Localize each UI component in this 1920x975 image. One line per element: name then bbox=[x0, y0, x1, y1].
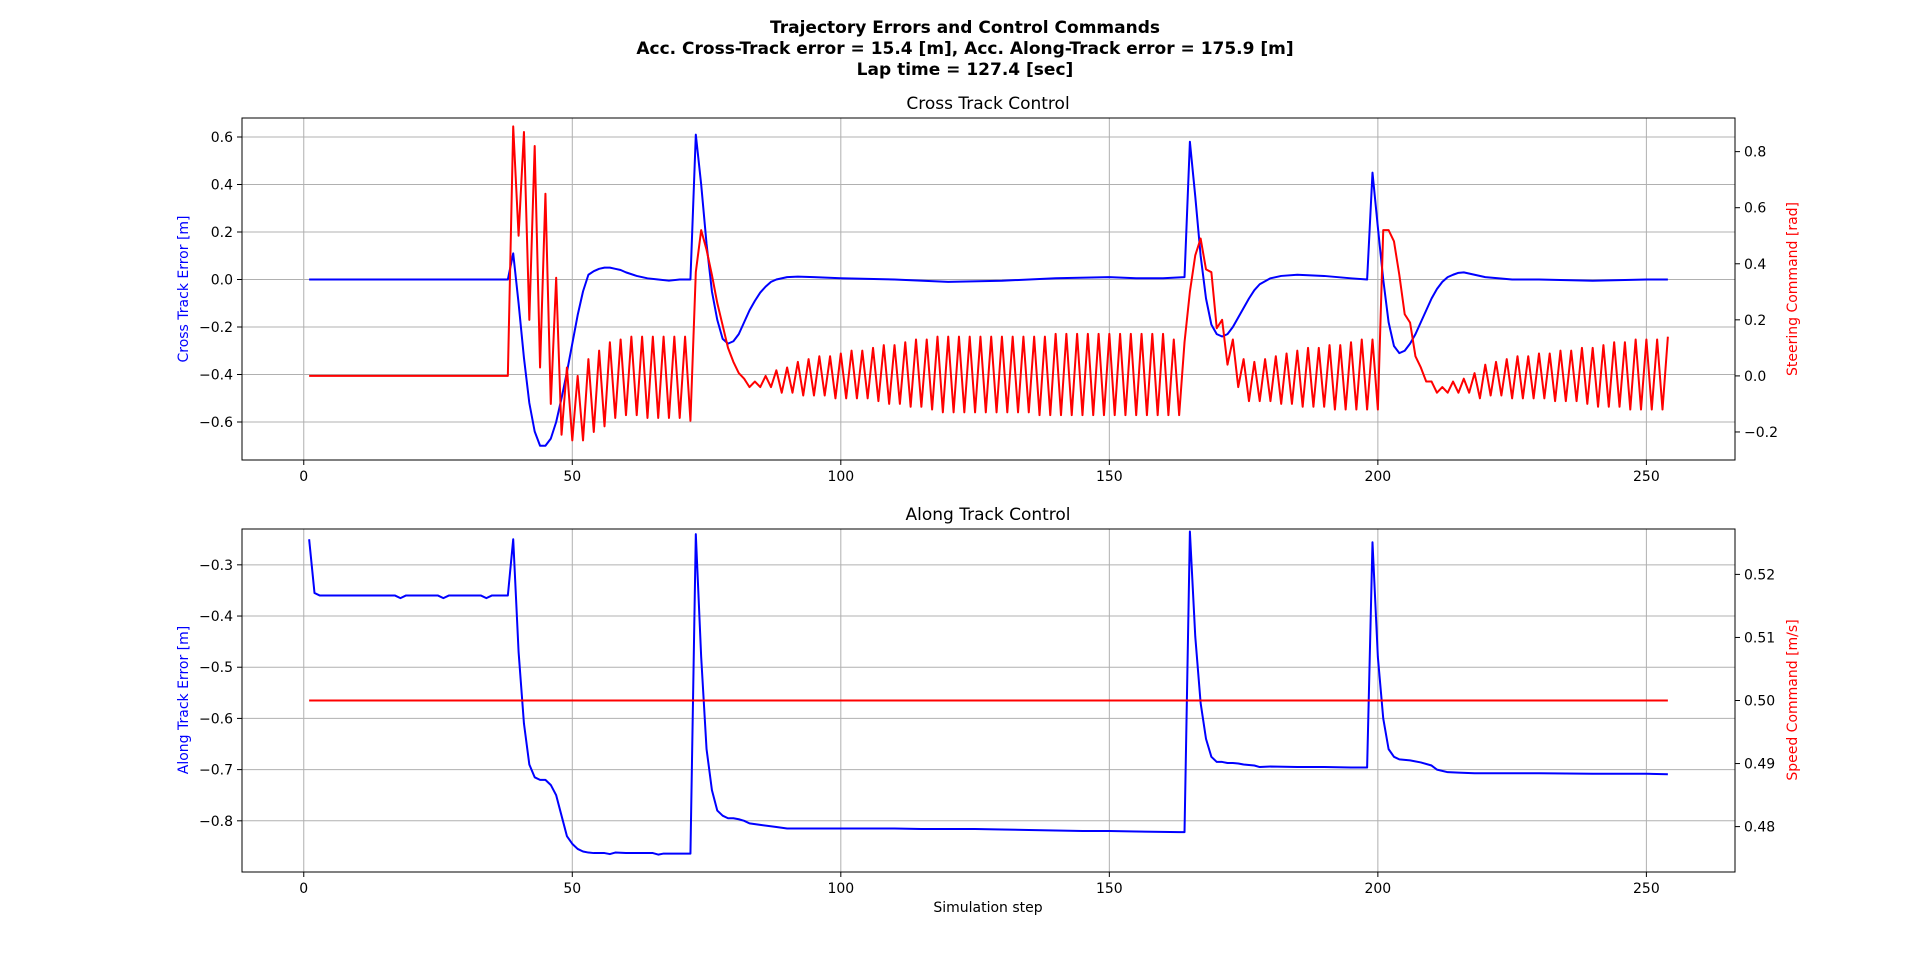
x-tick-label: 150 bbox=[1096, 469, 1123, 485]
left-y-tick-label: −0.6 bbox=[199, 415, 233, 431]
left-y-tick-label: −0.4 bbox=[199, 368, 233, 384]
left-y-tick-label: 0.2 bbox=[211, 225, 233, 241]
left-y-tick-label: −0.2 bbox=[199, 320, 233, 336]
left-axis-label: Cross Track Error [m] bbox=[176, 215, 192, 362]
right-y-tick-label: 0.6 bbox=[1744, 201, 1766, 217]
left-y-tick-label: 0.6 bbox=[211, 130, 233, 146]
left-axis-series-line bbox=[308, 530, 1668, 856]
left-axis-series-line bbox=[309, 133, 1668, 447]
right-y-tick-label: 0.52 bbox=[1744, 567, 1775, 583]
right-y-tick-label: 0.0 bbox=[1744, 369, 1766, 385]
left-y-tick-label: −0.8 bbox=[199, 814, 233, 830]
x-tick-label: 250 bbox=[1633, 881, 1660, 897]
right-y-tick-label: 0.51 bbox=[1744, 630, 1775, 646]
x-axis-label: Simulation step bbox=[933, 900, 1042, 916]
panel-title: Cross Track Control bbox=[906, 94, 1069, 114]
x-tick-label: 50 bbox=[563, 469, 581, 485]
left-y-tick-label: −0.7 bbox=[199, 763, 233, 779]
right-y-tick-label: −0.2 bbox=[1744, 425, 1778, 441]
along-track-panel: Along Track Control 0 50 100 150 200 250 −0.8 −… bbox=[176, 505, 1801, 916]
right-y-tick-label: 0.4 bbox=[1744, 257, 1766, 273]
x-tick-label: 0 bbox=[299, 881, 308, 897]
x-tick-label: 100 bbox=[827, 469, 854, 485]
suptitle-line-1: Trajectory Errors and Control Commands bbox=[770, 18, 1160, 38]
right-y-tick-label: 0.2 bbox=[1744, 313, 1766, 329]
right-y-tick-label: 0.50 bbox=[1744, 694, 1775, 710]
right-y-tick-label: 0.48 bbox=[1744, 820, 1775, 836]
x-tick-label: 250 bbox=[1633, 469, 1660, 485]
x-tick-label: 150 bbox=[1096, 881, 1123, 897]
axes-frame bbox=[241, 117, 1736, 461]
x-tick-label: 200 bbox=[1364, 881, 1391, 897]
right-axis-series-line bbox=[309, 125, 1669, 442]
right-axis-label: Speed Command [m/s] bbox=[1785, 619, 1801, 780]
right-axis-label: Steering Command [rad] bbox=[1785, 202, 1801, 376]
suptitle-line-2: Acc. Cross-Track error = 15.4 [m], Acc. … bbox=[636, 39, 1293, 59]
x-tick-label: 100 bbox=[827, 881, 854, 897]
left-y-tick-label: −0.3 bbox=[199, 558, 233, 574]
x-tick-label: 0 bbox=[299, 469, 308, 485]
right-y-tick-label: 0.49 bbox=[1744, 757, 1775, 773]
left-axis-label: Along Track Error [m] bbox=[176, 626, 192, 774]
left-y-tick-label: 0.4 bbox=[211, 178, 233, 194]
cross-track-panel: Cross Track Control 0 50 100 150 200 250 −0.6 −… bbox=[176, 94, 1801, 485]
panel-title: Along Track Control bbox=[905, 505, 1070, 525]
right-y-tick-label: 0.8 bbox=[1744, 145, 1766, 161]
x-tick-label: 50 bbox=[563, 881, 581, 897]
left-y-tick-label: −0.5 bbox=[199, 660, 233, 676]
left-y-tick-label: −0.6 bbox=[199, 711, 233, 727]
left-y-tick-label: −0.4 bbox=[199, 609, 233, 625]
x-tick-label: 200 bbox=[1364, 469, 1391, 485]
left-y-tick-label: 0.0 bbox=[211, 273, 233, 289]
suptitle-line-3: Lap time = 127.4 [sec] bbox=[857, 60, 1074, 80]
